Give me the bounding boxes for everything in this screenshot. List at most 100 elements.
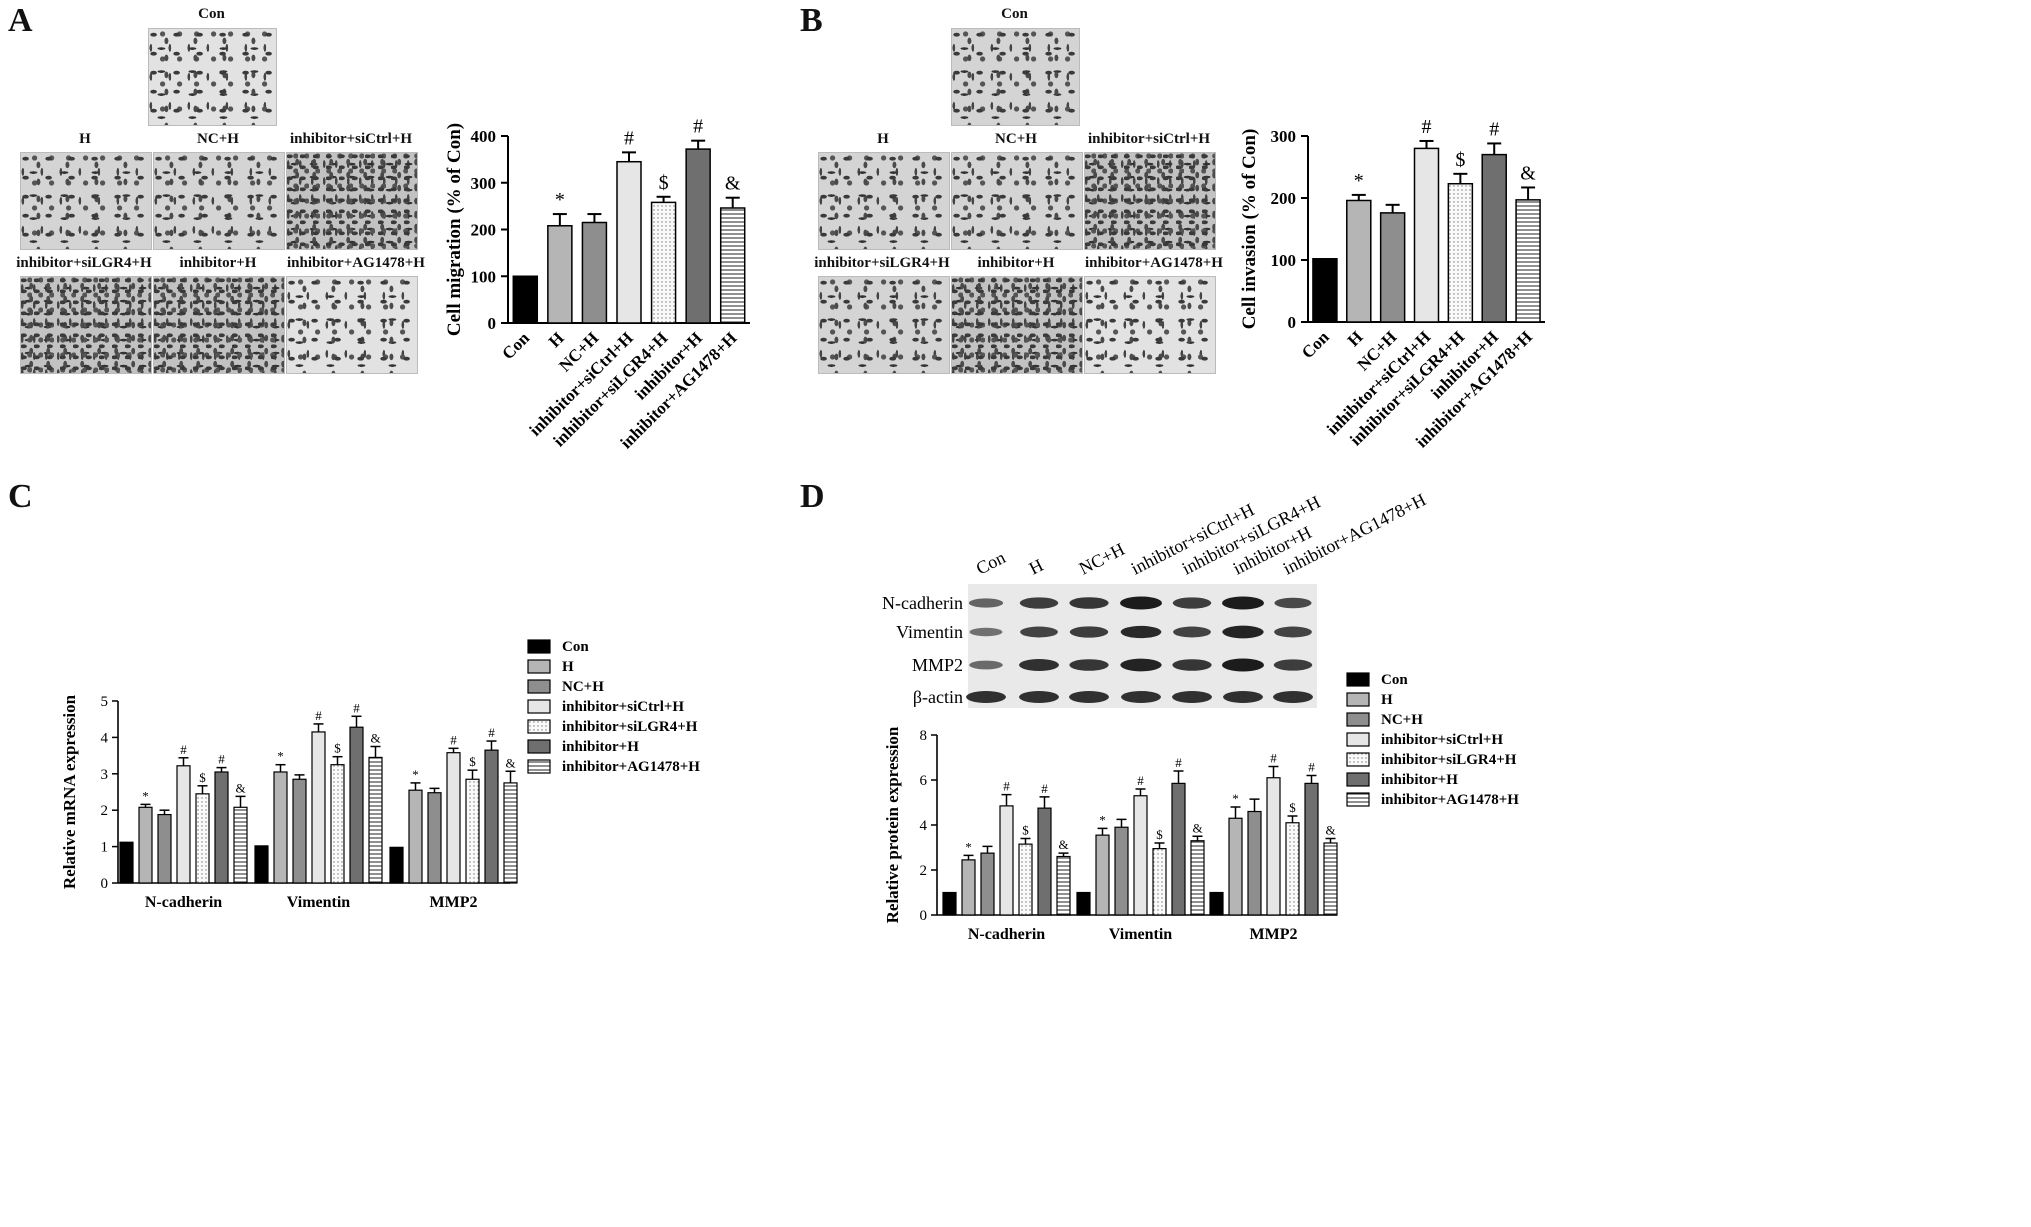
chart-a-significance-marker: $ (659, 172, 669, 194)
chart-b-bar (1481, 153, 1507, 323)
chart-d-bar (1247, 810, 1262, 916)
chart-d-bar (1323, 842, 1338, 916)
chart-c-x-tick-label: N-cadherin (145, 894, 222, 911)
chart-c-significance-marker: * (142, 788, 149, 803)
chart-c-bar (484, 749, 499, 884)
chart-c-significance-marker: & (505, 755, 515, 770)
chart-c-significance-marker: & (235, 780, 245, 795)
chart-c-bar (465, 778, 480, 884)
chart-a-y-tick-label: 100 (471, 267, 497, 286)
chart-d-significance-marker: # (1308, 760, 1315, 775)
chart-c-x-tick-label: Vimentin (287, 894, 351, 911)
chart-d-legend-label: Con (1381, 672, 1408, 688)
chart-d-bar (1018, 843, 1033, 916)
chart-c-legend-label: H (562, 659, 574, 675)
chart-b-bar (1379, 212, 1406, 323)
micro-b-h (818, 152, 950, 250)
chart-c-bar (119, 841, 134, 884)
panel-a-letter: A (8, 2, 33, 39)
chart-d-y-tick-label: 2 (920, 863, 928, 879)
micro-label-b-ag1478: inhibitor+AG1478+H (1085, 255, 1223, 271)
chart-c-legend-label: NC+H (562, 679, 604, 695)
micro-label-a-sictrl: inhibitor+siCtrl+H (289, 131, 413, 147)
chart-c-bar (214, 771, 229, 884)
chart-c-bar (233, 806, 248, 884)
blot-band (1222, 596, 1264, 610)
chart-c-legend-swatch (527, 679, 551, 694)
chart-b-significance-marker: # (1422, 116, 1432, 138)
chart-c-significance-marker: # (450, 732, 457, 747)
chart-d-significance-marker: * (965, 839, 972, 854)
micro-b-ag1478 (1084, 276, 1216, 374)
chart-c-legend-swatch (527, 639, 551, 654)
chart-a-y-tick-label: 400 (471, 127, 497, 146)
chart-b-bar (1413, 147, 1440, 323)
micro-b-nch (951, 152, 1083, 250)
micro-label-b-silgr4: inhibitor+siLGR4+H (814, 255, 950, 271)
blot-band (1273, 691, 1313, 703)
chart-d-significance-marker: # (1270, 751, 1277, 766)
chart-d-significance-marker: # (1003, 779, 1010, 794)
blot-band (1019, 659, 1059, 671)
chart-c-bar (349, 726, 364, 884)
chart-c-legend-label: inhibitor+H (562, 739, 639, 755)
chart-b-significance-marker: # (1489, 118, 1499, 140)
chart-c-significance-marker: & (370, 731, 380, 746)
chart-d-bar (1114, 826, 1129, 916)
chart-c-y-tick-label: 0 (101, 876, 109, 892)
blot-band (1223, 691, 1263, 703)
micro-label-b-h: H (877, 131, 889, 147)
chart-c-significance-marker: $ (199, 770, 206, 785)
chart-d-legend-swatch (1346, 772, 1370, 787)
chart-c-y-tick-label: 1 (101, 840, 109, 856)
chart-c-legend-label: Con (562, 639, 589, 655)
chart-d-y-tick-label: 4 (920, 818, 928, 834)
chart-a-bar (616, 160, 642, 324)
chart-d-legend-swatch (1346, 792, 1370, 807)
blot-band (1222, 625, 1264, 639)
chart-d-y-tick-label: 6 (920, 773, 928, 789)
chart-d-significance-marker: * (1232, 791, 1239, 806)
micro-a-ag1478 (286, 276, 418, 374)
chart-d-legend-label: inhibitor+siCtrl+H (1381, 732, 1503, 748)
chart-d-y-tick-label: 8 (920, 728, 928, 744)
blot-row-label: N-cadherin (882, 593, 963, 613)
chart-a-x-tick-label: H (545, 328, 568, 351)
blot-band (1019, 597, 1059, 609)
chart-c-bar (408, 789, 423, 884)
chart-c-y-tick-label: 4 (101, 730, 109, 746)
chart-d-x-tick-label: Vimentin (1109, 926, 1173, 943)
chart-c-bar (330, 764, 345, 884)
blot-band (1069, 597, 1109, 609)
chart-c-significance-marker: # (488, 725, 495, 740)
chart-d-bar (1152, 848, 1167, 916)
chart-d-bar (1076, 891, 1091, 916)
chart-d-legend-label: inhibitor+AG1478+H (1381, 792, 1519, 808)
micro-label-a-nch: NC+H (197, 131, 239, 147)
chart-d-legend-swatch (1346, 672, 1370, 687)
blot-band (1222, 658, 1264, 672)
chart-d-y-tick-label: 0 (920, 908, 928, 924)
chart-d-bar (1285, 822, 1300, 916)
chart-d-significance-marker: $ (1156, 827, 1163, 842)
chart-d-bar (1133, 795, 1148, 916)
blot-band (1069, 626, 1109, 638)
chart-c-significance-marker: * (277, 749, 284, 764)
blot-band (1121, 691, 1161, 703)
chart-c-legend-label: inhibitor+siCtrl+H (562, 699, 684, 715)
chart-c-legend-label: inhibitor+siLGR4+H (562, 719, 698, 735)
micro-label-b-sictrl: inhibitor+siCtrl+H (1087, 131, 1211, 147)
chart-c-bar (273, 771, 288, 884)
panel-b-letter: B (800, 2, 823, 39)
micro-b-sictrl (1084, 152, 1216, 250)
chart-b-y-tick-label: 0 (1288, 313, 1297, 332)
chart-c-significance-marker: # (353, 700, 360, 715)
chart-c-bar (176, 765, 191, 884)
chart-d-bar (1095, 834, 1110, 916)
chart-c-bar (311, 731, 326, 884)
micro-label-a-h: H (79, 131, 91, 147)
chart-d-significance-marker: $ (1289, 800, 1296, 815)
chart-d-x-tick-label: MMP2 (1250, 926, 1298, 943)
chart-c-significance-marker: # (218, 752, 225, 767)
chart-d-significance-marker: * (1099, 812, 1106, 827)
